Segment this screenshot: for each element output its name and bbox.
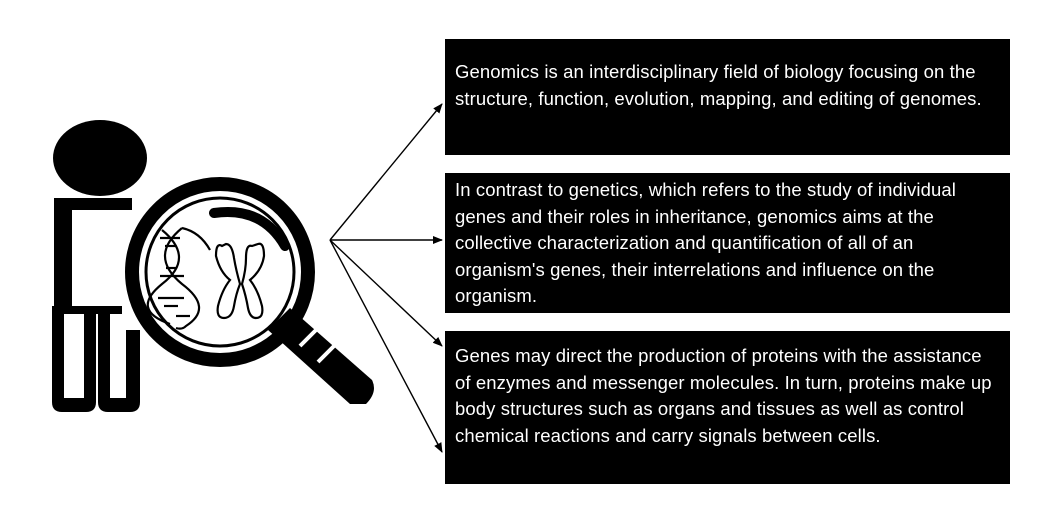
handle-stripe-2 (316, 338, 342, 364)
chromosome-icon (214, 242, 266, 320)
lens-ring (125, 177, 315, 367)
person-torso-side (54, 198, 72, 308)
person-leg-right (98, 310, 140, 412)
dna-strand-2 (164, 227, 201, 330)
person-belt (52, 306, 122, 314)
chromosome-right-arm (240, 242, 266, 320)
arrow-icon (329, 103, 443, 241)
person-leg-left (52, 310, 96, 412)
dna-link (181, 226, 211, 251)
person-icon (52, 120, 147, 412)
lens-glare (209, 207, 290, 251)
chromosome-left-arm (214, 242, 242, 320)
magnifying-glass-icon (125, 177, 374, 404)
info-box-text: In contrast to genetics, which refers to… (455, 179, 957, 306)
handle-stripe-1 (298, 322, 324, 348)
arrow-icon (329, 239, 443, 453)
info-box-text: Genes may direct the production of prote… (455, 345, 992, 446)
info-box-definition: Genomics is an interdisciplinary field o… (445, 39, 1010, 155)
info-box-genetics-contrast: In contrast to genetics, which refers to… (445, 173, 1010, 313)
arrow-icon (329, 239, 443, 347)
person-head (53, 120, 147, 196)
arrows (329, 103, 443, 453)
lens-inner-ring (144, 196, 296, 348)
glass-handle (268, 308, 374, 404)
dna-helix-icon (146, 226, 211, 330)
info-box-proteins: Genes may direct the production of prote… (445, 331, 1010, 484)
info-box-text: Genomics is an interdisciplinary field o… (455, 61, 982, 109)
